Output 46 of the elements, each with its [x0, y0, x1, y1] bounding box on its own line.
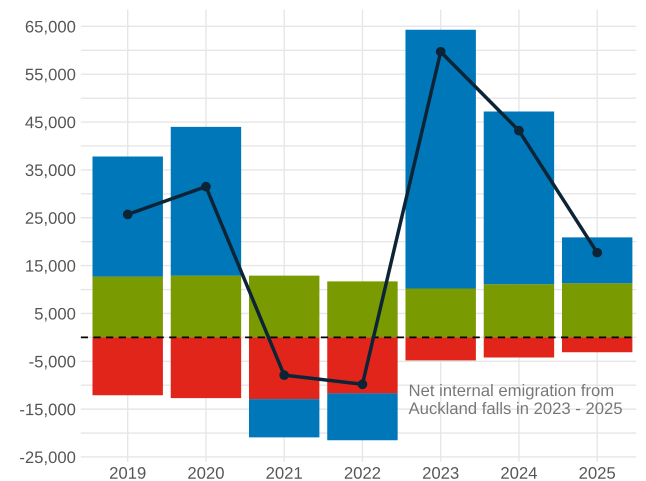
bar — [92, 156, 163, 277]
y-tick-label: 35,000 — [26, 164, 76, 178]
bar — [562, 283, 632, 338]
point — [201, 182, 211, 192]
bar — [327, 281, 398, 338]
x-tick-label: 2020 — [188, 467, 224, 479]
bar — [484, 337, 554, 358]
y-tick-label: -25,000 — [20, 451, 76, 466]
bar — [405, 30, 476, 289]
y-tick-label: 45,000 — [25, 116, 76, 130]
point — [514, 126, 524, 136]
point — [358, 379, 368, 390]
y-tick-label: 15,000 — [26, 260, 76, 274]
bar — [170, 337, 242, 398]
bar — [484, 284, 554, 338]
y-tick-label: 65,000 — [26, 20, 76, 35]
point — [436, 46, 446, 57]
bar — [327, 393, 398, 440]
x-tick-label: 2021 — [266, 467, 302, 479]
bar — [405, 337, 476, 360]
x-tick-label: 2019 — [110, 467, 146, 479]
y-tick-label: -5,000 — [29, 356, 76, 370]
bar — [484, 112, 554, 284]
x-tick-label: 2025 — [579, 467, 616, 479]
bar — [248, 276, 320, 338]
bar — [170, 276, 242, 338]
y-tick-label: 25,000 — [26, 212, 76, 226]
x-tick-label: 2023 — [422, 467, 458, 479]
bar — [248, 337, 320, 400]
bar — [327, 337, 398, 394]
point — [279, 370, 290, 380]
bar — [170, 126, 242, 276]
y-tick-label: -15,000 — [20, 404, 76, 418]
x-tick-label: 2022 — [344, 467, 380, 479]
bar — [562, 337, 632, 352]
point — [592, 248, 602, 258]
bar — [405, 288, 476, 338]
bar — [92, 337, 163, 396]
y-tick-label: 5,000 — [34, 308, 76, 322]
bar — [248, 399, 320, 438]
point — [122, 210, 133, 220]
annotation: Net internal emigration from Auckland falls in 2023 - 2025 — [408, 384, 622, 414]
bar — [562, 237, 632, 284]
bar — [92, 276, 163, 338]
x-tick-label: 2024 — [501, 467, 537, 479]
y-tick-label: 55,000 — [26, 68, 76, 82]
